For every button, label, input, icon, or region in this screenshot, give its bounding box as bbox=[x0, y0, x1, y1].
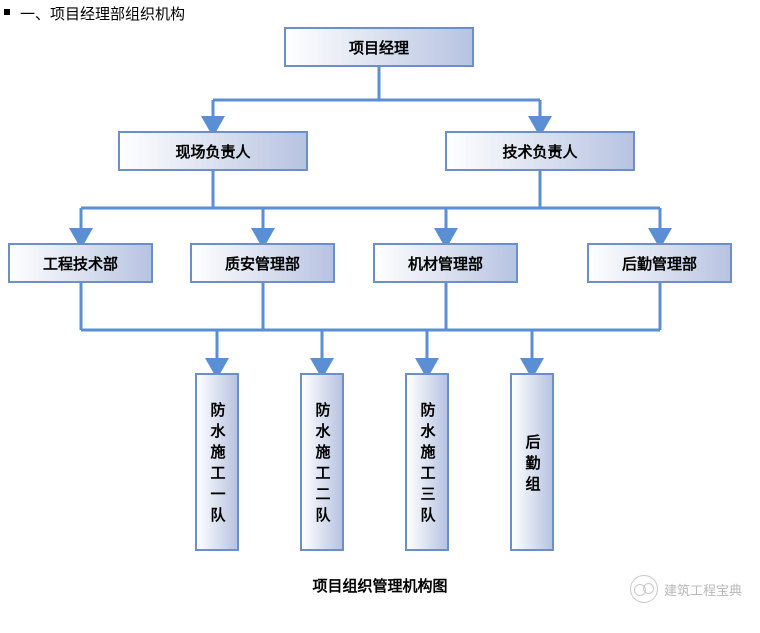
chart-caption: 项目组织管理机构图 bbox=[280, 575, 480, 596]
node-site-lead: 现场负责人 bbox=[118, 131, 308, 171]
node-logistics-mgmt: 后勤管理部 bbox=[587, 243, 732, 283]
node-team1: 防水施工一队 bbox=[195, 373, 239, 551]
node-tech-lead: 技术负责人 bbox=[445, 131, 635, 171]
heading-bullet bbox=[4, 9, 10, 15]
org-chart-connectors bbox=[0, 0, 760, 633]
node-project-manager: 项目经理 bbox=[284, 27, 474, 67]
node-logistics-team: 后勤组 bbox=[510, 373, 554, 551]
node-qa-mgmt: 质安管理部 bbox=[190, 243, 335, 283]
node-eng-tech: 工程技术部 bbox=[8, 243, 153, 283]
section-heading: 一、项目经理部组织机构 bbox=[20, 3, 185, 24]
node-equip-mgmt: 机材管理部 bbox=[373, 243, 518, 283]
wechat-icon bbox=[630, 575, 658, 603]
node-team3: 防水施工三队 bbox=[405, 373, 449, 551]
node-team2: 防水施工二队 bbox=[300, 373, 344, 551]
watermark: 建筑工程宝典 bbox=[630, 575, 742, 603]
watermark-text: 建筑工程宝典 bbox=[664, 580, 742, 599]
